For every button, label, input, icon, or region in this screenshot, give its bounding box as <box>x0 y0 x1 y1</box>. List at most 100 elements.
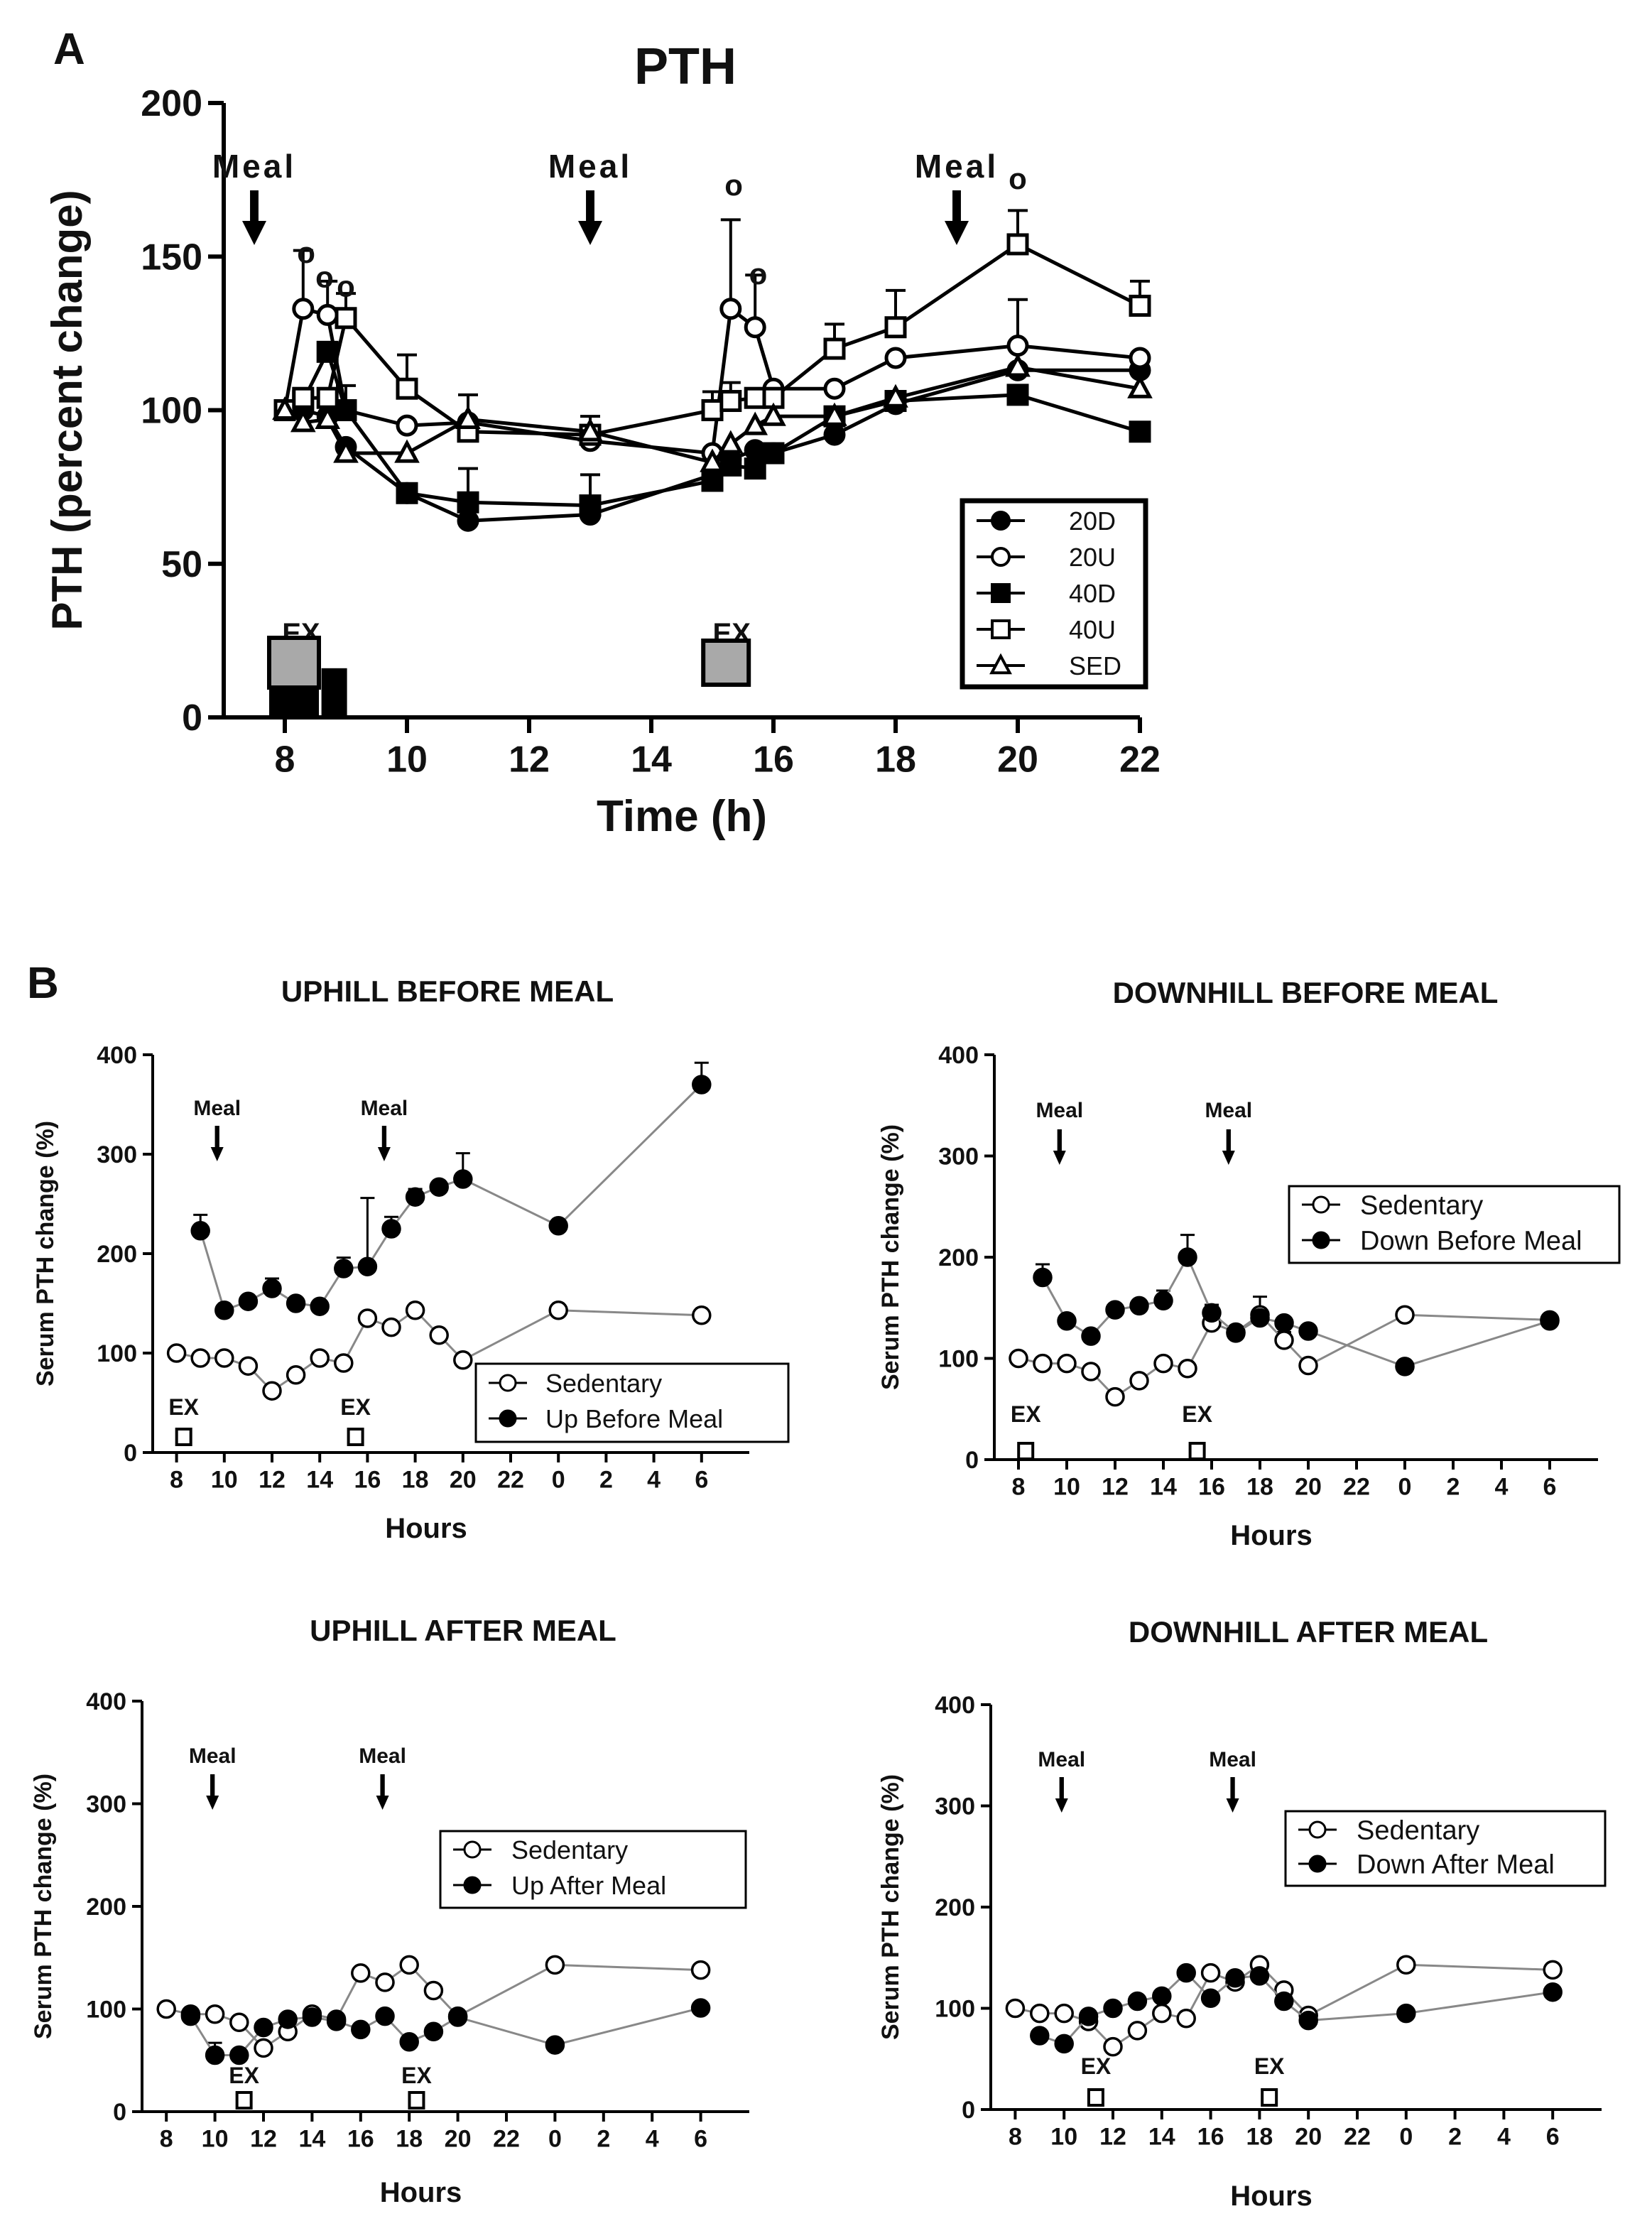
data-point <box>822 402 847 426</box>
data-point <box>1395 1305 1415 1325</box>
chart-uphill-before-meal: 0 100 200 300 400 8 10 12 14 16 18 20 22 0 2 4 6 UPHILL B… <box>32 974 790 1544</box>
x-tick-label: 2 <box>599 1467 613 1494</box>
meal-arrow-head <box>945 221 969 245</box>
meal-label: Meal <box>1209 1748 1256 1771</box>
data-point <box>823 337 846 360</box>
data-point <box>1395 1357 1415 1377</box>
data-point <box>316 340 339 363</box>
data-point <box>286 1365 306 1385</box>
data-point <box>1274 1991 1294 2011</box>
x-tick-label: 18 <box>402 1467 429 1494</box>
x-tick-label: 12 <box>250 2126 277 2153</box>
y-axis-label: PTH (percent change) <box>43 190 91 630</box>
data-point <box>883 384 908 408</box>
legend-entry: Up Before Meal <box>545 1404 723 1433</box>
significance-annotation: o <box>297 236 315 269</box>
data-point <box>1129 420 1151 443</box>
y-tick-label: 200 <box>97 1241 137 1268</box>
meal-arrow-head <box>377 1147 391 1161</box>
data-point <box>1005 353 1031 377</box>
x-tick-label: 4 <box>646 2126 659 2153</box>
data-point <box>156 1999 176 2019</box>
x-tick-label: 16 <box>1198 1474 1225 1501</box>
y-tick-label: 0 <box>962 2097 975 2124</box>
ex-box <box>1188 1442 1206 1460</box>
meal-label: Meal <box>1036 1099 1083 1122</box>
x-tick-label: 8 <box>1012 1474 1026 1501</box>
data-point <box>690 1998 711 2018</box>
y-tick-label: 200 <box>86 1894 126 1921</box>
data-point <box>334 1259 354 1278</box>
y-tick-label: 400 <box>935 1692 975 1719</box>
x-axis-label: Time (h) <box>597 792 767 841</box>
data-point <box>1274 1313 1294 1333</box>
meal-arrow-head <box>206 1796 219 1810</box>
series-line <box>199 1083 702 1312</box>
legend-marker <box>463 1840 482 1859</box>
legend-box <box>1284 1810 1607 1887</box>
data-point <box>1054 2034 1074 2054</box>
legend-entry: 40U <box>1069 615 1116 644</box>
legend-entry: Up After Meal <box>511 1871 666 1900</box>
data-point <box>692 1075 712 1095</box>
x-tick-label: 12 <box>259 1467 286 1494</box>
data-point <box>1176 2009 1196 2029</box>
data-point <box>545 1955 565 1975</box>
data-point <box>310 1348 330 1368</box>
meal-arrow-head <box>1055 1798 1068 1813</box>
data-point <box>399 1955 419 1975</box>
y-tick-label: 0 <box>965 1447 979 1474</box>
y-tick-label: 200 <box>938 1244 979 1271</box>
data-point <box>457 491 479 514</box>
y-tick-label: 300 <box>86 1791 126 1818</box>
x-tick-label: 10 <box>211 1467 238 1494</box>
y-tick-label: 400 <box>97 1042 137 1069</box>
data-point <box>1105 1386 1125 1407</box>
data-point <box>180 2006 201 2026</box>
panel-a-letter: A <box>53 25 85 74</box>
data-point <box>396 482 418 504</box>
legend-marker <box>991 583 1011 603</box>
data-point <box>701 469 724 492</box>
data-point <box>326 2011 347 2031</box>
data-point <box>1153 1291 1173 1311</box>
data-point <box>1249 1966 1270 1986</box>
data-point <box>381 1317 401 1337</box>
legend-entry: 20U <box>1069 543 1116 572</box>
data-point <box>357 1256 378 1276</box>
data-point <box>1057 1353 1077 1374</box>
data-point <box>229 2012 249 2033</box>
data-point <box>238 1356 259 1376</box>
data-point <box>381 1219 401 1239</box>
legend-marker <box>991 547 1011 567</box>
data-point <box>455 405 481 430</box>
data-point <box>292 386 315 409</box>
legend-box <box>439 1830 747 1909</box>
data-point <box>692 1305 712 1325</box>
significance-annotation: o <box>315 261 334 294</box>
y-tick-label: 100 <box>141 391 202 432</box>
data-point <box>335 399 357 421</box>
data-point <box>742 411 768 435</box>
data-point <box>316 303 339 326</box>
x-tick-label: 16 <box>753 739 794 781</box>
data-point <box>316 386 339 409</box>
data-point <box>1200 1988 1221 2008</box>
chart-title: UPHILL BEFORE MEAL <box>281 974 614 1008</box>
data-point <box>1202 1303 1222 1323</box>
x-tick-label: 20 <box>997 739 1038 781</box>
y-axis-label: Serum PTH change (%) <box>877 1774 904 2040</box>
data-point <box>579 494 602 517</box>
data-point <box>1081 1326 1101 1346</box>
y-axis-label: Serum PTH change (%) <box>877 1124 904 1390</box>
legend-marker <box>1312 1195 1330 1214</box>
chart-downhill-before-meal: 0 100 200 300 400 8 10 12 14 16 18 20 22 0 2 4 6 DOWNHILL… <box>877 976 1621 1551</box>
meal-label: Meal <box>915 148 999 185</box>
y-tick-label: 400 <box>86 1688 126 1715</box>
y-axis-label: Serum PTH change (%) <box>32 1121 59 1386</box>
x-axis-label: Hours <box>385 1513 467 1544</box>
data-point <box>1396 2003 1416 2024</box>
legend-marker <box>1308 1855 1327 1873</box>
legend-marker <box>1308 1820 1327 1839</box>
